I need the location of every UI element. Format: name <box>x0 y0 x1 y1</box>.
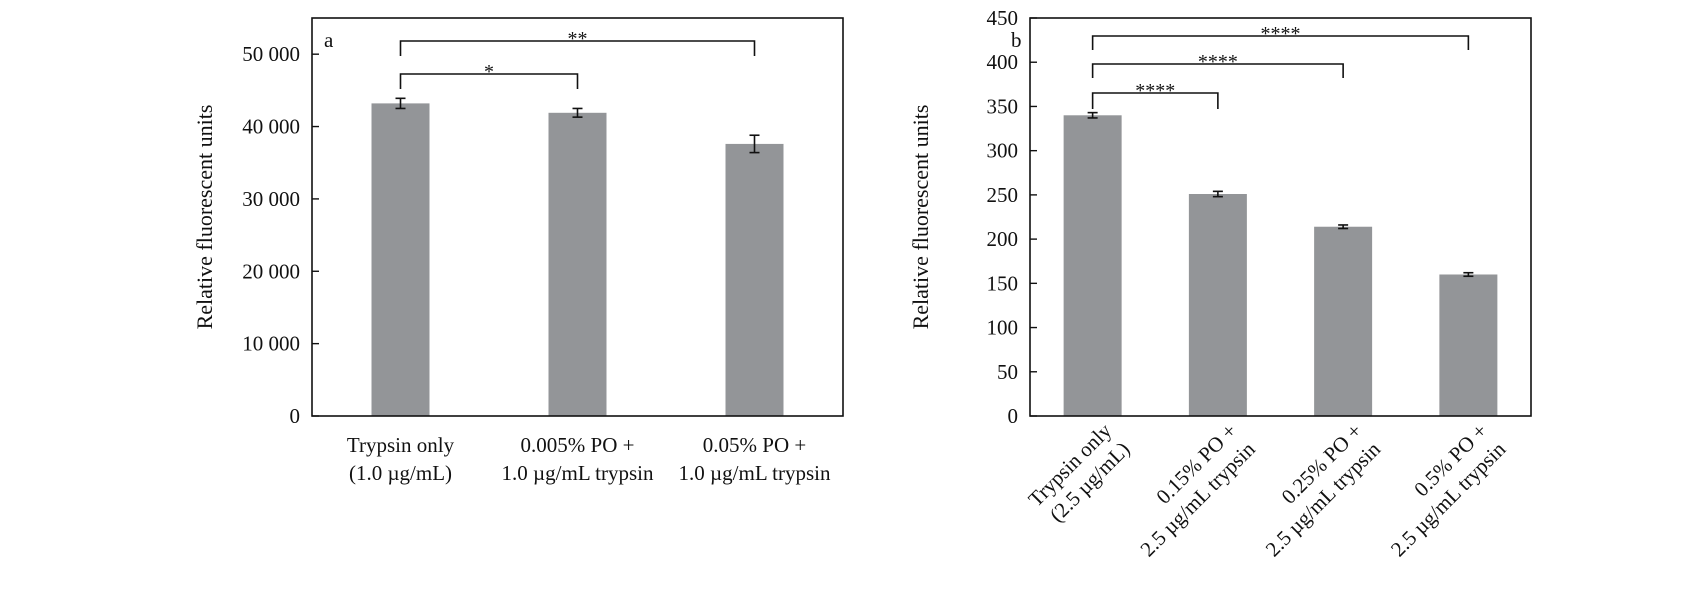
bar <box>725 143 784 416</box>
significance-label: **** <box>1135 80 1175 102</box>
y-tick-label: 450 <box>987 6 1019 30</box>
x-category-label: 0.005% PO + <box>521 433 635 457</box>
panel-letter: b <box>1011 28 1022 52</box>
x-category-label-group: Trypsin only(2.5 µg/mL) <box>1023 418 1134 527</box>
chart-panel-b: 0 50 100 150 200 250 300 350 400 450 Relative fluo… <box>908 6 1532 562</box>
significance-bracket <box>1091 63 1344 78</box>
y-tick-label: 30 000 <box>242 187 300 211</box>
x-category-label-group: 0.25% PO +2.5 µg/mL trypsin <box>1261 419 1386 562</box>
y-tick-label: 20 000 <box>242 259 300 283</box>
x-category-label: Trypsin only <box>347 433 455 457</box>
plot-frame <box>311 17 844 417</box>
y-tick-label: 200 <box>987 227 1019 251</box>
significance-label: **** <box>1261 23 1301 45</box>
y-tick-label: 400 <box>987 50 1019 74</box>
bar <box>1188 194 1247 416</box>
bar <box>1314 226 1373 416</box>
plot-frame <box>1029 17 1532 417</box>
x-category-label: (1.0 µg/mL) <box>349 461 452 485</box>
significance-label: ** <box>568 28 588 50</box>
bar <box>1439 274 1498 416</box>
y-axis-title: Relative fluorescent units <box>908 105 933 330</box>
x-category-label-group: 0.5% PO +2.5 µg/mL trypsin <box>1386 419 1511 562</box>
significance-label: **** <box>1198 51 1238 73</box>
significance-bracket <box>399 73 579 89</box>
significance-bracket <box>1091 35 1470 50</box>
y-tick-label: 10 000 <box>242 332 300 356</box>
chart-panel-a: 0 10 000 20 000 30 000 40 000 50 000 Relative … <box>192 17 844 485</box>
bar <box>1063 115 1122 417</box>
panel-letter: a <box>324 28 334 52</box>
y-tick-label: 300 <box>987 139 1019 163</box>
bar <box>371 103 430 416</box>
y-tick-label: 350 <box>987 94 1019 118</box>
significance-bracket <box>1091 92 1219 109</box>
y-tick-label: 100 <box>987 316 1019 340</box>
x-category-label: 1.0 µg/mL trypsin <box>679 461 831 485</box>
y-tick-label: 50 000 <box>242 42 300 66</box>
y-tick-label: 50 <box>997 360 1018 384</box>
y-tick-label: 40 000 <box>242 115 300 139</box>
significance-label: * <box>484 61 494 83</box>
y-axis-title: Relative fluorescent units <box>192 105 217 330</box>
y-tick-label: 150 <box>987 271 1019 295</box>
x-category-label: 0.05% PO + <box>703 433 806 457</box>
x-category-label: 1.0 µg/mL trypsin <box>502 461 654 485</box>
y-tick-label: 0 <box>290 404 301 428</box>
x-category-label-group: 0.15% PO +2.5 µg/mL trypsin <box>1135 419 1260 562</box>
bar <box>548 112 607 417</box>
significance-bracket <box>399 40 756 56</box>
y-tick-label: 250 <box>987 183 1019 207</box>
y-tick-label: 0 <box>1008 404 1019 428</box>
